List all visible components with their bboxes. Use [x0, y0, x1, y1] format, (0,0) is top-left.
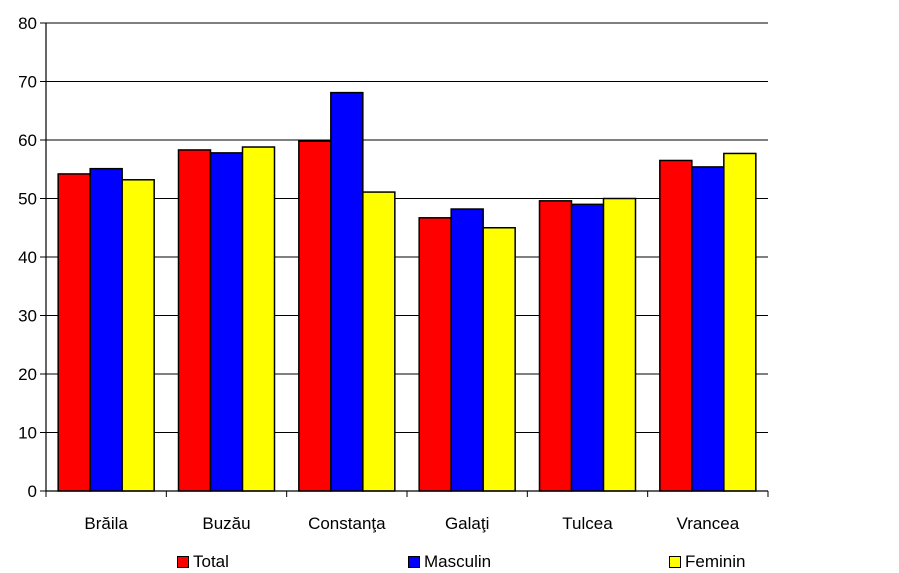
y-tick-label-70: 70 — [18, 73, 37, 92]
y-tick-label-50: 50 — [18, 190, 37, 209]
y-tick-label-40: 40 — [18, 248, 37, 267]
bar-total-1 — [177, 149, 212, 492]
y-tick-label-30: 30 — [18, 307, 37, 326]
bar-masculin-2 — [330, 91, 364, 492]
bar-feminin-4 — [602, 197, 637, 492]
bars — [57, 91, 757, 492]
x-tick-label-3: Galaţi — [445, 514, 489, 533]
bar-masculin-1 — [209, 152, 244, 492]
legend-swatch-masculin — [408, 556, 420, 568]
bar-total-5 — [659, 159, 693, 492]
legend-item-total: Total — [177, 551, 229, 573]
legend-item-feminin: Feminin — [669, 551, 745, 573]
bar-feminin-3 — [482, 227, 516, 492]
legend-swatch-total — [177, 556, 189, 568]
bar-total-2 — [298, 140, 332, 492]
legend-swatch-feminin — [669, 556, 681, 568]
bar-masculin-4 — [570, 203, 605, 492]
x-tick-label-5: Vrancea — [676, 514, 739, 533]
x-tick-label-1: Buzău — [202, 514, 250, 533]
y-tick-label-10: 10 — [18, 424, 37, 443]
bar-total-4 — [538, 200, 573, 492]
y-tick-label-60: 60 — [18, 131, 37, 150]
x-tick-labels: Brăila Buzău Constanţa Galaţi Tulcea Vrancea — [84, 514, 739, 533]
bar-total-0 — [57, 173, 91, 492]
y-tick-label-0: 0 — [28, 482, 37, 501]
bar-masculin-3 — [450, 208, 484, 492]
legend-label-masculin: Masculin — [424, 552, 492, 571]
legend-item-masculin: Masculin — [408, 551, 491, 573]
y-tick-labels: 0 10 20 30 40 50 60 70 80 — [18, 14, 46, 501]
gridlines — [46, 22, 768, 433]
bar-feminin-2 — [362, 191, 396, 492]
bar-feminin-0 — [121, 179, 155, 492]
bar-chart: 0 10 20 30 40 50 60 70 80 Brăila Buzău Constanţa Ga… — [18, 14, 769, 533]
bar-masculin-5 — [691, 166, 725, 492]
bar-total-3 — [418, 217, 452, 492]
x-tick-label-2: Constanţa — [308, 514, 386, 533]
y-tick-label-20: 20 — [18, 365, 37, 384]
bar-feminin-5 — [723, 152, 757, 492]
bar-feminin-1 — [241, 146, 276, 492]
y-tick-label-80: 80 — [18, 14, 37, 33]
x-tick-label-0: Brăila — [84, 514, 128, 533]
legend-label-feminin: Feminin — [685, 552, 746, 571]
bar-masculin-0 — [89, 167, 123, 492]
x-tick-label-4: Tulcea — [562, 514, 613, 533]
legend-label-total: Total — [193, 552, 229, 571]
legend: Total Masculin Feminin — [0, 551, 899, 573]
